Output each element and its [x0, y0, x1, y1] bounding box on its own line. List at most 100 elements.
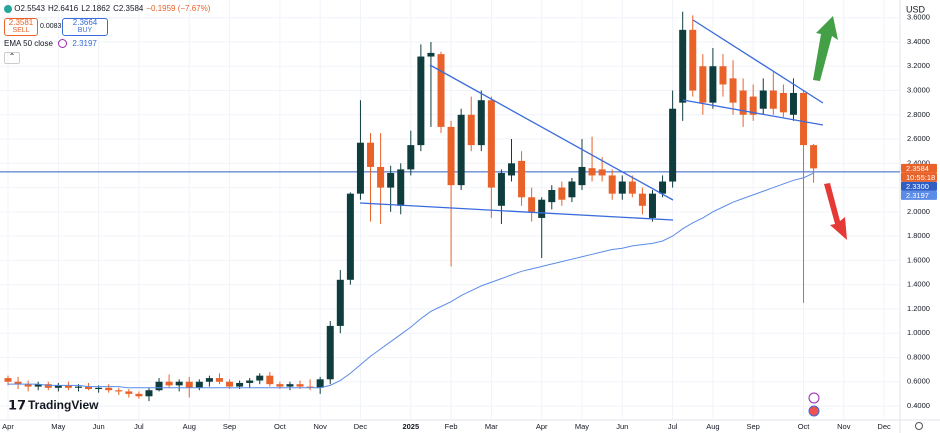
indicator-legend: EMA 50 close 2.3197 [4, 39, 97, 49]
candle-body [659, 181, 667, 194]
x-tick-label: May [51, 422, 65, 431]
spread: 0.0083 [40, 23, 62, 30]
price-tag [901, 163, 937, 173]
x-tick-label: Sep [747, 422, 760, 431]
event-icon[interactable] [808, 405, 820, 417]
settings-icon[interactable] [915, 422, 923, 430]
candle-body [578, 166, 586, 186]
candle-body [709, 66, 717, 103]
candle-body [679, 29, 687, 103]
x-tick-label: Dec [877, 422, 891, 431]
candle-body [769, 90, 777, 109]
ohlc-values: O2.5543 H2.6416 L2.1862 C2.3584 −0.1959 (−7.… [14, 4, 213, 13]
candle-body [95, 387, 103, 390]
x-tick-label: Feb [445, 422, 458, 431]
candle-body [618, 181, 626, 194]
x-tick-label: 2025 [402, 422, 419, 431]
candle-body [326, 325, 334, 380]
candle-body [437, 54, 445, 127]
candle-body [175, 381, 183, 386]
candle-body [266, 375, 274, 385]
x-tick-label: Jun [93, 422, 105, 431]
x-tick-label: Oct [798, 422, 811, 431]
candle-body [497, 173, 505, 206]
candle-body [487, 100, 495, 188]
candle-body [548, 190, 556, 203]
candle-body [296, 384, 304, 387]
y-tick-label: 1.0000 [907, 328, 930, 337]
candle-body [397, 169, 405, 206]
trend-line [429, 64, 674, 201]
y-tick-label: 1.8000 [907, 231, 930, 240]
candle-body [226, 381, 234, 387]
candle-body [598, 169, 606, 176]
price-tag-label: 2.3197 [906, 191, 929, 200]
candle-body [125, 391, 133, 394]
y-tick-label: 2.4000 [907, 158, 930, 167]
candle-body [528, 197, 536, 212]
x-tick-label: Aug [183, 422, 196, 431]
candle-body [145, 390, 153, 397]
candle-body [276, 384, 284, 387]
x-tick-label: Sep [223, 422, 236, 431]
candle-body [316, 379, 324, 388]
currency: USD [906, 4, 926, 14]
candle-body [356, 142, 364, 194]
price-tag-label: 10:55:18 [906, 173, 935, 182]
y-tick-label: 0.6000 [907, 377, 930, 386]
collapse-button[interactable]: ⌃ [4, 52, 20, 64]
candle-body [367, 142, 375, 167]
symbol-icon [4, 4, 12, 13]
candle-body [648, 193, 656, 218]
candle-body [739, 90, 747, 115]
ohlc-item: −0.1959 (−7.67%) [146, 4, 211, 13]
ohlc-item: O2.5543 [14, 4, 45, 13]
candle-body [256, 375, 264, 381]
candle-body [105, 387, 113, 391]
x-tick-label: Dec [354, 422, 368, 431]
down-arrow [824, 183, 847, 240]
sell-button[interactable]: 2.3581 SELL [4, 18, 38, 36]
indicator-value: 2.3197 [72, 39, 97, 48]
candle-body [588, 168, 596, 176]
y-tick-label: 3.0000 [907, 86, 930, 95]
candle-body [800, 92, 808, 146]
candle-body [689, 29, 697, 91]
candle-body [608, 175, 616, 194]
ohlc-item: C2.3584 [113, 4, 144, 13]
candle-body [85, 386, 93, 390]
candle-body [518, 160, 526, 198]
y-tick-label: 2.6000 [907, 134, 930, 143]
candle-body [346, 193, 354, 280]
logo: TradingView [28, 398, 99, 412]
candle-body [377, 166, 385, 188]
candle-body [135, 393, 143, 397]
y-tick-label: 1.4000 [907, 280, 930, 289]
candle-body [54, 385, 62, 388]
candle-body [64, 385, 72, 388]
ohlc-item: H2.6416 [47, 4, 79, 13]
trend-line [682, 99, 824, 126]
candle-body [447, 126, 455, 186]
y-tick-label: 2.8000 [907, 110, 930, 119]
candle-body [195, 381, 203, 388]
indicator-icon [58, 39, 68, 49]
candle-body [810, 145, 818, 169]
y-tick-label: 2.0000 [907, 207, 930, 216]
price-tag [901, 190, 937, 200]
candle-body [74, 386, 82, 388]
candle-body [115, 390, 123, 392]
candle-body [477, 100, 485, 146]
candle-body [558, 187, 566, 200]
candle-body [336, 279, 344, 326]
sell-price: 2.3581 [8, 18, 34, 27]
candle-body [205, 378, 213, 382]
buy-button[interactable]: 2.3664 BUY [62, 18, 108, 36]
ohlc-header: O2.5543 H2.6416 L2.1862 C2.3584 −0.1959 (−7.… [4, 4, 213, 13]
candle-body [14, 381, 22, 385]
y-tick-label: 3.6000 [907, 13, 930, 22]
event-icon[interactable] [808, 392, 820, 404]
candle-body [638, 193, 646, 206]
candle-body [155, 381, 163, 391]
